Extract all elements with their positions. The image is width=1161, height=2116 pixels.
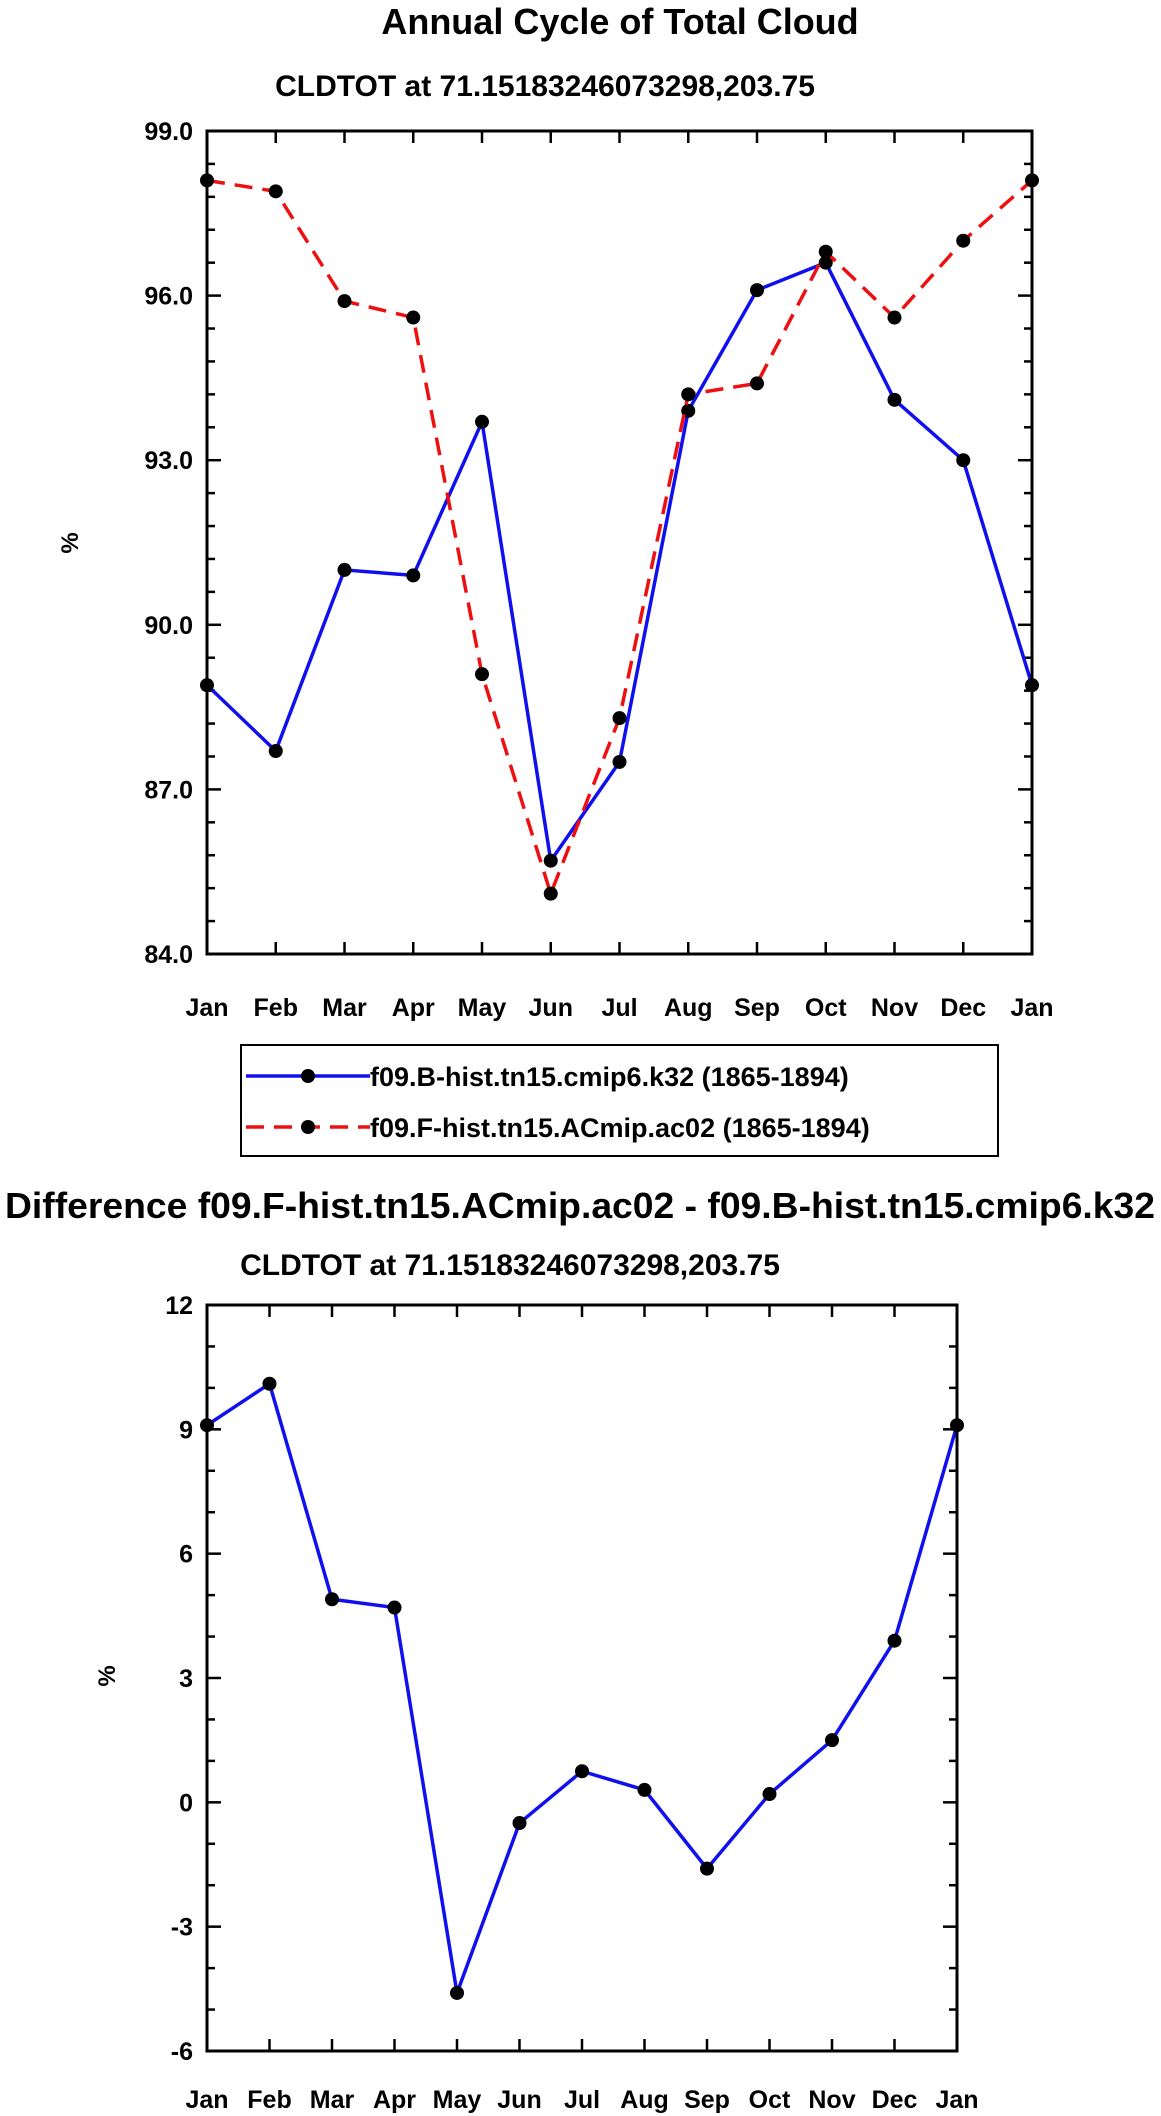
data-point bbox=[575, 1764, 589, 1779]
difference-chart: Difference f09.F-hist.tn15.ACmip.ac02 - … bbox=[5, 1185, 1155, 2114]
data-point bbox=[543, 886, 558, 901]
data-point bbox=[337, 294, 352, 309]
data-point bbox=[450, 1985, 464, 2000]
series-line-0 bbox=[205, 260, 1034, 863]
data-point bbox=[887, 1633, 902, 1648]
x-tick-label: Jun bbox=[497, 2086, 541, 2114]
legend-label-b-hist: f09.B-hist.tn15.cmip6.k32 (1865-1894) bbox=[370, 1062, 849, 1092]
chart-subtitle: CLDTOT at 71.15183246073298,203.75 bbox=[275, 70, 815, 103]
data-point bbox=[612, 754, 627, 769]
data-point bbox=[543, 853, 558, 868]
data-point bbox=[825, 1733, 839, 1748]
plot-frame bbox=[205, 1303, 959, 2053]
data-point bbox=[325, 1592, 339, 1607]
y-tick-label: 99.0 bbox=[144, 118, 193, 146]
x-tick-label: Mar bbox=[322, 994, 367, 1022]
data-point bbox=[387, 1600, 402, 1615]
data-point bbox=[268, 184, 283, 199]
data-point bbox=[887, 310, 902, 325]
y-tick-label: 3 bbox=[179, 1665, 193, 1693]
y-tick-label: 12 bbox=[165, 1292, 193, 1320]
annual-cycle-chart: Annual Cycle of Total Cloud CLDTOT at 71… bbox=[57, 1, 1054, 1157]
x-tick-label: Jul bbox=[601, 994, 637, 1022]
data-point bbox=[337, 562, 352, 577]
x-tick-label: Jul bbox=[564, 2086, 600, 2114]
x-tick-label: Nov bbox=[871, 994, 918, 1022]
data-point bbox=[956, 233, 971, 248]
chart-subtitle: CLDTOT at 71.15183246073298,203.75 bbox=[240, 1249, 780, 1282]
x-tick-label: Sep bbox=[734, 994, 780, 1022]
data-point bbox=[887, 392, 902, 407]
data-point bbox=[681, 403, 696, 418]
y-tick-label: 93.0 bbox=[144, 447, 193, 475]
x-tick-label: Aug bbox=[620, 2086, 669, 2114]
data-point bbox=[762, 1787, 777, 1802]
legend-item-b-hist: f09.B-hist.tn15.cmip6.k32 (1865-1894) bbox=[246, 1062, 849, 1092]
data-point bbox=[268, 743, 283, 758]
data-point bbox=[406, 568, 421, 583]
y-axis-label: % bbox=[94, 1665, 121, 1686]
plot-area: Jan Feb Mar Apr May Jun Jul Aug Sep Oct Nov Dec Jan -… bbox=[165, 1292, 978, 2114]
series-line-0 bbox=[206, 1381, 959, 1995]
data-point bbox=[406, 310, 421, 325]
data-point bbox=[818, 244, 833, 259]
y-tick-label: -3 bbox=[171, 1914, 193, 1942]
x-tick-label: Sep bbox=[684, 2086, 730, 2114]
chart-title: Annual Cycle of Total Cloud bbox=[381, 1, 858, 42]
data-point bbox=[750, 376, 764, 391]
x-tick-label: Aug bbox=[664, 994, 713, 1022]
data-point bbox=[475, 414, 489, 429]
legend-marker-b-hist bbox=[301, 1069, 315, 1083]
x-tick-label: Mar bbox=[310, 2086, 355, 2114]
y-tick-label: 6 bbox=[179, 1541, 193, 1569]
x-tick-label: Jun bbox=[529, 994, 573, 1022]
x-tick-label: Dec bbox=[940, 994, 986, 1022]
data-point bbox=[612, 711, 627, 726]
data-point bbox=[681, 387, 696, 402]
x-tick-label: Oct bbox=[749, 2086, 791, 2114]
x-tick-label: Oct bbox=[805, 994, 847, 1022]
data-point bbox=[818, 255, 833, 270]
x-tick-label: Jan bbox=[185, 2086, 228, 2114]
x-tick-label: Apr bbox=[373, 2086, 416, 2114]
x-tick-label: Nov bbox=[808, 2086, 855, 2114]
legend-box bbox=[240, 1044, 999, 1157]
y-tick-label: -6 bbox=[171, 2038, 193, 2066]
y-tick-label: 9 bbox=[179, 1416, 193, 1444]
x-tick-label: Dec bbox=[872, 2086, 918, 2114]
x-tick-label: Feb bbox=[254, 994, 298, 1022]
y-tick-label: 0 bbox=[179, 1789, 193, 1817]
data-point bbox=[750, 283, 764, 298]
x-tick-label: Feb bbox=[247, 2086, 291, 2114]
x-tick-label: Apr bbox=[392, 994, 435, 1022]
y-tick-label: 90.0 bbox=[144, 612, 193, 640]
data-point bbox=[475, 667, 489, 682]
data-point bbox=[637, 1782, 652, 1797]
x-tick-label: May bbox=[458, 994, 507, 1022]
legend-marker-f-hist bbox=[301, 1120, 315, 1134]
y-axis-label: % bbox=[57, 532, 84, 553]
x-tick-label: Jan bbox=[185, 994, 228, 1022]
x-tick-label: Jan bbox=[1010, 994, 1053, 1022]
chart-title: Difference f09.F-hist.tn15.ACmip.ac02 - … bbox=[5, 1185, 1155, 1226]
y-tick-label: 84.0 bbox=[144, 941, 193, 969]
x-tick-label: May bbox=[433, 2086, 482, 2114]
legend-label-f-hist: f09.F-hist.tn15.ACmip.ac02 (1865-1894) bbox=[370, 1113, 870, 1143]
legend: f09.B-hist.tn15.cmip6.k32 (1865-1894) f0… bbox=[240, 1044, 999, 1157]
data-point bbox=[262, 1376, 277, 1391]
data-point bbox=[512, 1816, 527, 1831]
series-line-1 bbox=[206, 178, 1034, 896]
x-tick-label: Jan bbox=[935, 2086, 978, 2114]
legend-item-f-hist: f09.F-hist.tn15.ACmip.ac02 (1865-1894) bbox=[246, 1113, 870, 1143]
plot-area: Jan Feb Mar Apr May Jun Jul Aug Sep Oct Nov Dec Jan 8… bbox=[144, 118, 1053, 1022]
y-tick-label: 87.0 bbox=[144, 776, 193, 804]
data-point bbox=[700, 1861, 714, 1876]
plot-frame bbox=[205, 129, 1034, 956]
y-tick-label: 96.0 bbox=[144, 283, 193, 311]
data-point bbox=[956, 453, 971, 468]
